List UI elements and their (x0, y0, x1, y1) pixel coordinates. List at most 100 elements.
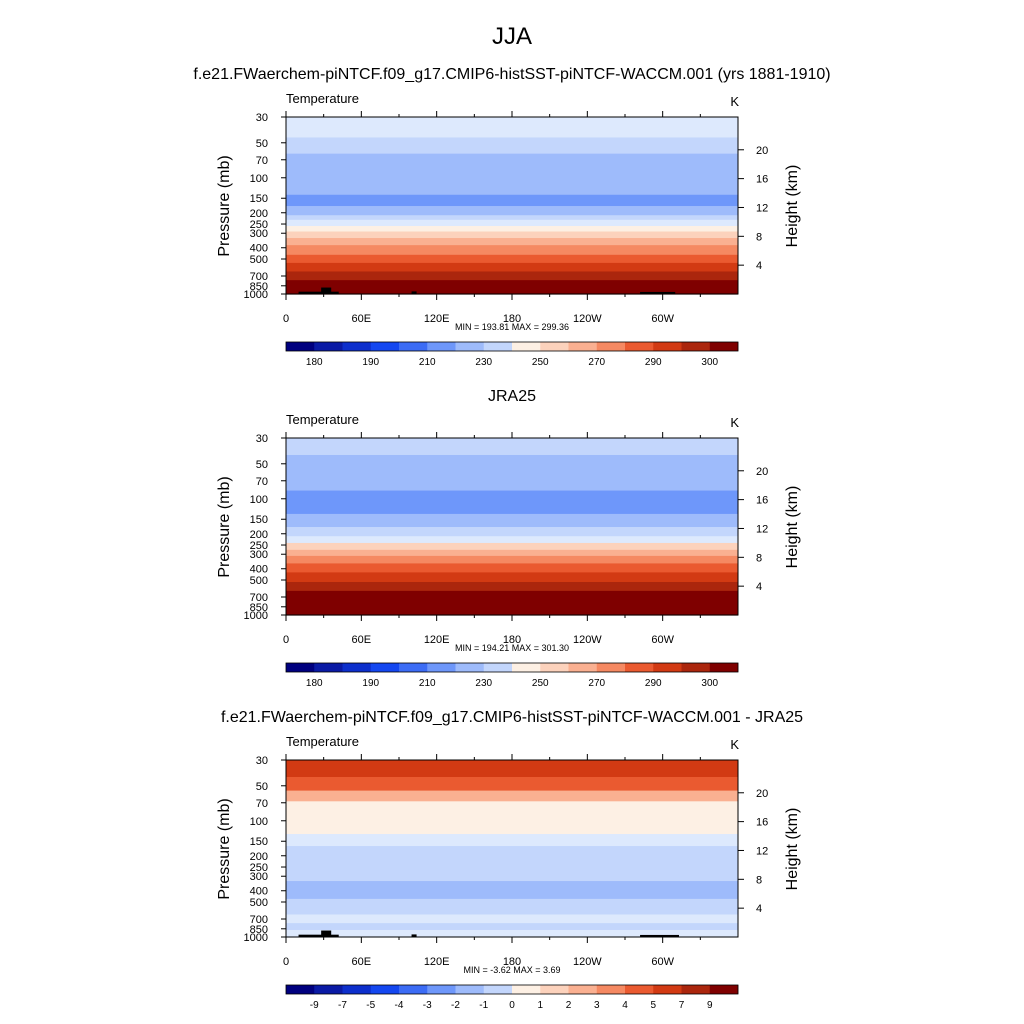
colorbar-label: 270 (588, 678, 605, 689)
colorbar-box (709, 342, 739, 351)
colorbar-box (681, 663, 711, 672)
y-tick-label: 250 (250, 862, 268, 874)
y-tick-label: 700 (250, 592, 268, 604)
colorbar-box (596, 985, 626, 994)
height-tick-label: 4 (756, 260, 762, 272)
colorbar-box (540, 342, 569, 351)
contour-band (286, 898, 738, 916)
colorbar-frame (285, 662, 739, 673)
colorbar-box (625, 985, 654, 994)
contour-band (286, 254, 738, 264)
y-tick-label: 400 (250, 243, 268, 255)
y-tick-label: 250 (250, 219, 268, 231)
colorbar-box (286, 985, 315, 994)
colorbar-label: 210 (419, 678, 436, 689)
colorbar-box (709, 985, 739, 994)
colorbar-label: 5 (650, 1000, 656, 1011)
contour-band (286, 231, 738, 239)
contour-band (286, 262, 738, 273)
y-tick-label: 700 (250, 914, 268, 926)
y-tick-label: 300 (250, 228, 268, 240)
contour-band (286, 846, 738, 882)
y-tick-label: 30 (256, 433, 268, 445)
contour-band (286, 280, 738, 290)
colorbar-label: 180 (306, 357, 323, 368)
panel-title: f.e21.FWaerchem-piNTCF.f09_g17.CMIP6-his… (221, 709, 803, 726)
y-tick-label: 200 (250, 851, 268, 863)
colorbar-label: 7 (679, 1000, 685, 1011)
contour-band (286, 590, 738, 602)
y-tick-label: 100 (250, 816, 268, 828)
contour-band (286, 206, 738, 216)
height-tick-label: 4 (756, 903, 762, 915)
contour-band (286, 271, 738, 281)
colorbar-box (681, 342, 711, 351)
colorbar: 180 190 210 230 250 270 290 300 (285, 341, 739, 368)
colorbar-label: 190 (362, 357, 379, 368)
y-tick-label: 300 (250, 549, 268, 561)
colorbar: 180 190 210 230 250 270 290 300 (285, 662, 739, 689)
x-tick-label: 180 (503, 313, 521, 325)
contour-band (286, 834, 738, 847)
colorbar-label: 4 (622, 1000, 628, 1011)
variable-label: Temperature (286, 734, 359, 749)
colorbar-box (512, 342, 541, 351)
colorbar-label: -4 (395, 1000, 404, 1011)
y-axis-title: Pressure (mb) (216, 476, 233, 577)
colorbar-box (342, 342, 372, 351)
colorbar-box (512, 663, 541, 672)
colorbar-box (540, 985, 569, 994)
topography-mask (298, 934, 339, 937)
colorbar-label: 230 (475, 678, 492, 689)
y-tick-label: 500 (250, 575, 268, 587)
colorbar-label: -3 (423, 1000, 432, 1011)
x-tick-label: 0 (283, 956, 289, 968)
x-tick-label: 120E (424, 313, 450, 325)
colorbar-box (286, 342, 315, 351)
topography-mask (321, 930, 332, 937)
figure-title: JJA (492, 23, 532, 50)
contour-band (286, 760, 738, 778)
colorbar-box (455, 985, 485, 994)
x-tick-label: 180 (503, 956, 521, 968)
contour-band (286, 929, 738, 938)
panel-title: JRA25 (488, 388, 536, 405)
colorbar-box (512, 985, 541, 994)
contour-band (286, 881, 738, 900)
colorbar-box (427, 663, 456, 672)
y-tick-label: 1000 (244, 610, 268, 622)
contour-band (286, 801, 738, 835)
x-tick-label: 0 (283, 313, 289, 325)
y-tick-label: 100 (250, 173, 268, 185)
contour-band (286, 527, 738, 537)
x-tick-label: 0 (283, 634, 289, 646)
y-tick-label: 30 (256, 112, 268, 124)
colorbar-box (625, 342, 654, 351)
colorbar-box (370, 985, 400, 994)
contour-band (286, 513, 738, 528)
colorbar-label: 290 (645, 357, 662, 368)
topography-mask (411, 291, 417, 294)
y-tick-label: 850 (250, 924, 268, 936)
y-tick-label: 150 (250, 193, 268, 205)
colorbar-box (568, 985, 598, 994)
colorbar-label: -9 (310, 1000, 319, 1011)
colorbar-label: 250 (532, 357, 549, 368)
topography-mask (411, 934, 417, 937)
variable-label: Temperature (286, 91, 359, 106)
x-tick-label: 60W (651, 313, 674, 325)
y2-axis-title: Height (km) (784, 808, 801, 891)
colorbar-label: -1 (479, 1000, 488, 1011)
y-tick-label: 1000 (244, 932, 268, 944)
colorbar-box (455, 663, 485, 672)
contour-band (286, 215, 738, 221)
colorbar-label: 300 (701, 678, 718, 689)
colorbar-label: 3 (594, 1000, 600, 1011)
height-tick-label: 8 (756, 231, 762, 243)
y-tick-label: 50 (256, 138, 268, 150)
colorbar-box (596, 663, 626, 672)
height-tick-label: 12 (756, 523, 768, 535)
colorbar-box (568, 663, 598, 672)
